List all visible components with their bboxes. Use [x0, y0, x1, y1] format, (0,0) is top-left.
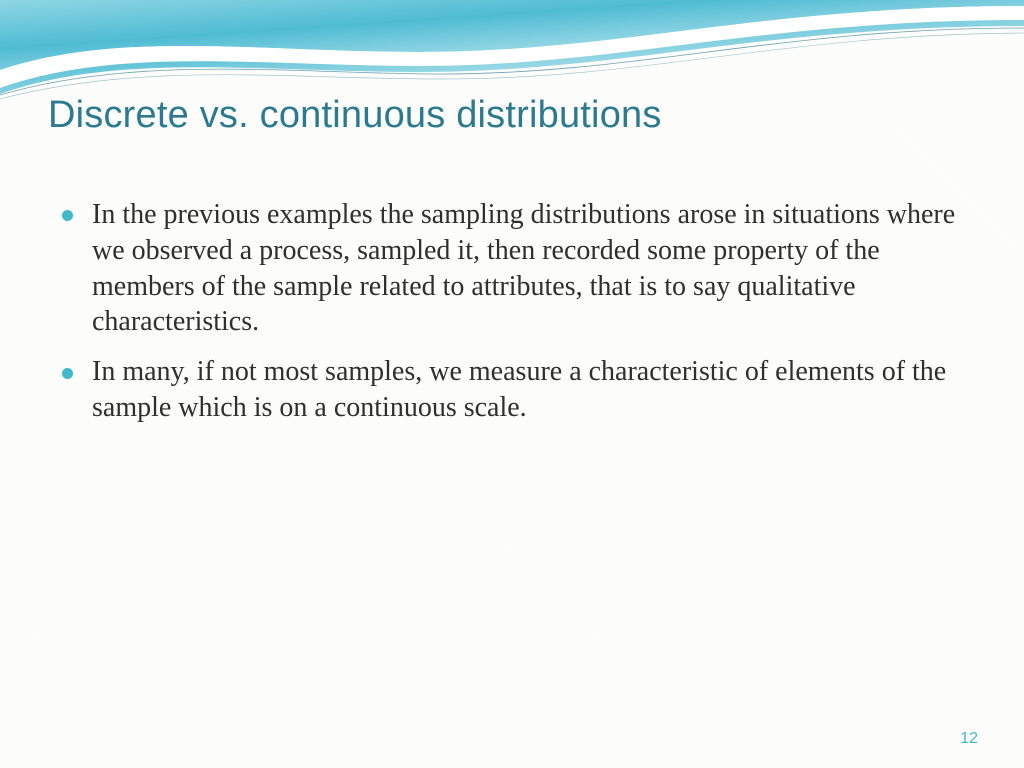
- page-number: 12: [960, 730, 978, 748]
- slide-content: Discrete vs. continuous distributions In…: [48, 94, 976, 440]
- list-item: In the previous examples the sampling di…: [62, 197, 976, 340]
- bullet-list: In the previous examples the sampling di…: [48, 197, 976, 426]
- bullet-text: In the previous examples the sampling di…: [92, 199, 955, 337]
- bullet-text: In many, if not most samples, we measure…: [92, 356, 946, 423]
- slide-title: Discrete vs. continuous distributions: [48, 94, 976, 137]
- list-item: In many, if not most samples, we measure…: [62, 354, 976, 426]
